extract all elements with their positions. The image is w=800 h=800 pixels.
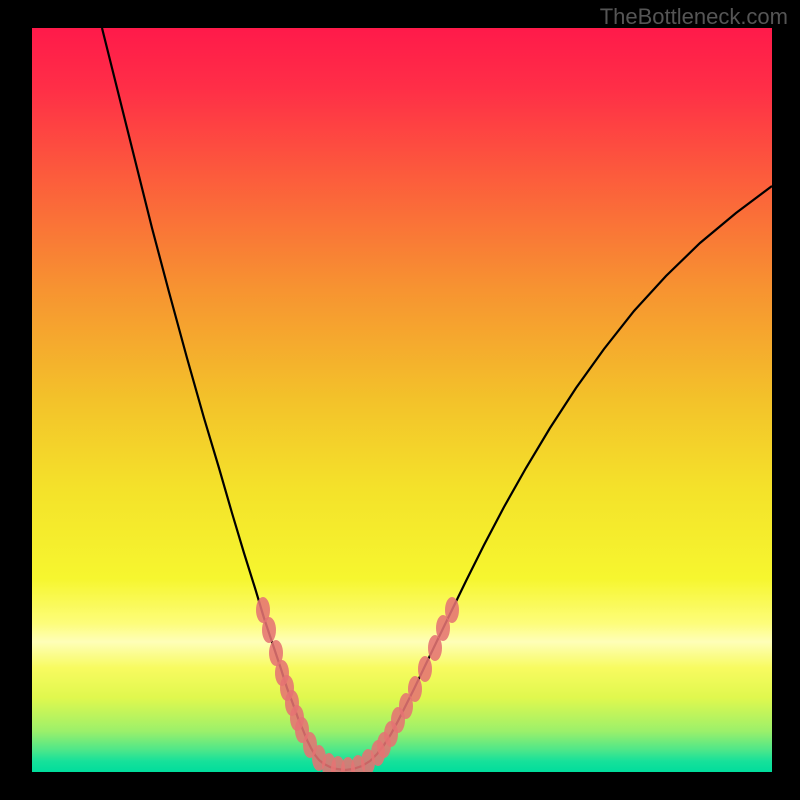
watermark-text: TheBottleneck.com bbox=[600, 4, 788, 30]
chart-svg bbox=[32, 28, 772, 772]
gradient-background bbox=[32, 28, 772, 772]
data-marker bbox=[418, 656, 432, 682]
data-marker bbox=[445, 597, 459, 623]
chart-canvas: TheBottleneck.com bbox=[0, 0, 800, 800]
data-marker bbox=[262, 617, 276, 643]
plot-area bbox=[32, 28, 772, 772]
data-marker bbox=[408, 676, 422, 702]
